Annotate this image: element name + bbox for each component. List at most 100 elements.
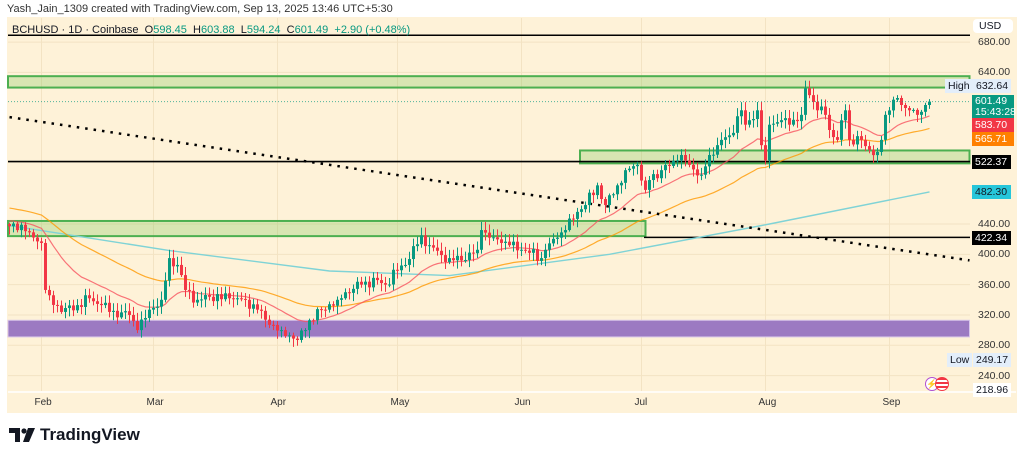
events-icons[interactable]: ⚡: [925, 377, 955, 392]
candle-body: [740, 110, 743, 117]
candle-body: [764, 145, 767, 161]
candle-body: [108, 302, 111, 312]
candle-body: [928, 101, 931, 105]
candle-body: [748, 120, 751, 125]
open-value: 598.45: [153, 24, 187, 36]
chart-area[interactable]: [7, 17, 1017, 413]
candle-body: [280, 330, 283, 332]
candle-body: [720, 139, 723, 146]
candle-body: [384, 283, 387, 285]
candle-body: [252, 304, 255, 309]
candle-body: [92, 298, 95, 302]
candle-body: [80, 305, 83, 307]
candle-body: [444, 255, 447, 262]
candle-body: [652, 174, 655, 181]
candle-body: [268, 319, 271, 325]
candle-body: [440, 250, 443, 256]
us-flag-event-icon[interactable]: [935, 377, 949, 391]
candle-body: [636, 164, 639, 167]
candle-body: [232, 298, 235, 300]
candle-body: [892, 99, 895, 111]
price-tick-label: 400.00: [978, 248, 1011, 261]
candle-body: [224, 293, 227, 300]
candle-body: [708, 155, 711, 167]
candle-body: [684, 155, 687, 161]
ema-fast-label: 583.70: [972, 118, 1014, 132]
candle-body: [12, 223, 15, 227]
candle-body: [8, 224, 11, 227]
candle-body: [852, 139, 855, 145]
candle-body: [912, 109, 915, 111]
candle-body: [596, 185, 599, 196]
candle-body: [908, 108, 911, 111]
candle-body: [412, 246, 415, 260]
candle-body: [416, 244, 419, 247]
time-tick-label: Sep: [882, 397, 901, 408]
candle-body: [604, 199, 607, 206]
symbol-name: BCHUSD · 1D · Coinbase: [12, 24, 139, 36]
time-tick-label: Mar: [146, 397, 164, 408]
candle-body: [60, 305, 63, 312]
candle-body: [616, 185, 619, 195]
candle-body: [660, 170, 663, 179]
price-tick-label: 240.00: [978, 369, 1011, 382]
candle-body: [828, 114, 831, 131]
candle-body: [528, 250, 531, 253]
candle-body: [20, 224, 23, 231]
candle-body: [620, 182, 623, 186]
candle-body: [780, 120, 783, 123]
candle-body: [508, 241, 511, 246]
candle-body: [352, 288, 355, 293]
candle-body: [612, 194, 615, 196]
price-tick-label: 680.00: [978, 36, 1011, 49]
candle-body: [316, 309, 319, 321]
candle-body: [688, 160, 691, 165]
candle-body: [408, 259, 411, 265]
candle-body: [400, 265, 403, 271]
candle-body: [120, 312, 123, 318]
candle-body: [128, 311, 131, 315]
candle-body: [68, 305, 71, 309]
candle-body: [288, 335, 291, 337]
open-label: O: [144, 24, 154, 36]
level-522-label: 522.37: [972, 155, 1011, 169]
candle-body: [356, 281, 359, 289]
candle-body: [600, 185, 603, 200]
candle-body: [472, 252, 475, 254]
candle-body: [32, 232, 35, 238]
tradingview-logo[interactable]: TradingView: [9, 425, 140, 445]
price-tick-label: 440.00: [978, 218, 1011, 230]
candle-body: [184, 275, 187, 290]
candle-body: [448, 258, 451, 262]
candle-body: [264, 310, 267, 320]
candle-body: [104, 302, 107, 306]
candle-body: [736, 116, 739, 133]
candle-body: [328, 304, 331, 310]
candle-body: [144, 317, 147, 320]
candle-body: [692, 164, 695, 170]
bar-countdown: 15:43:28: [975, 106, 1016, 118]
candle-body: [404, 264, 407, 266]
candle-body: [924, 104, 927, 112]
candle-body: [904, 104, 907, 109]
candle-body: [784, 118, 787, 121]
candle-body: [896, 97, 899, 100]
currency-button[interactable]: USD: [973, 19, 1013, 33]
candle-body: [776, 122, 779, 124]
candle-body: [300, 330, 303, 340]
candle-body: [552, 238, 555, 244]
candle-body: [380, 280, 383, 284]
candle-body: [816, 101, 819, 111]
candle-body: [324, 309, 327, 311]
candle-body: [16, 223, 19, 231]
candle-body: [200, 299, 203, 301]
candle-body: [512, 241, 515, 246]
candle-body: [360, 281, 363, 285]
candle-body: [792, 119, 795, 125]
candle-body: [532, 249, 535, 253]
ema-fast-line: [9, 115, 930, 323]
time-tick-label: Aug: [758, 397, 777, 408]
candle-body: [744, 110, 747, 125]
candle-body: [248, 299, 251, 309]
